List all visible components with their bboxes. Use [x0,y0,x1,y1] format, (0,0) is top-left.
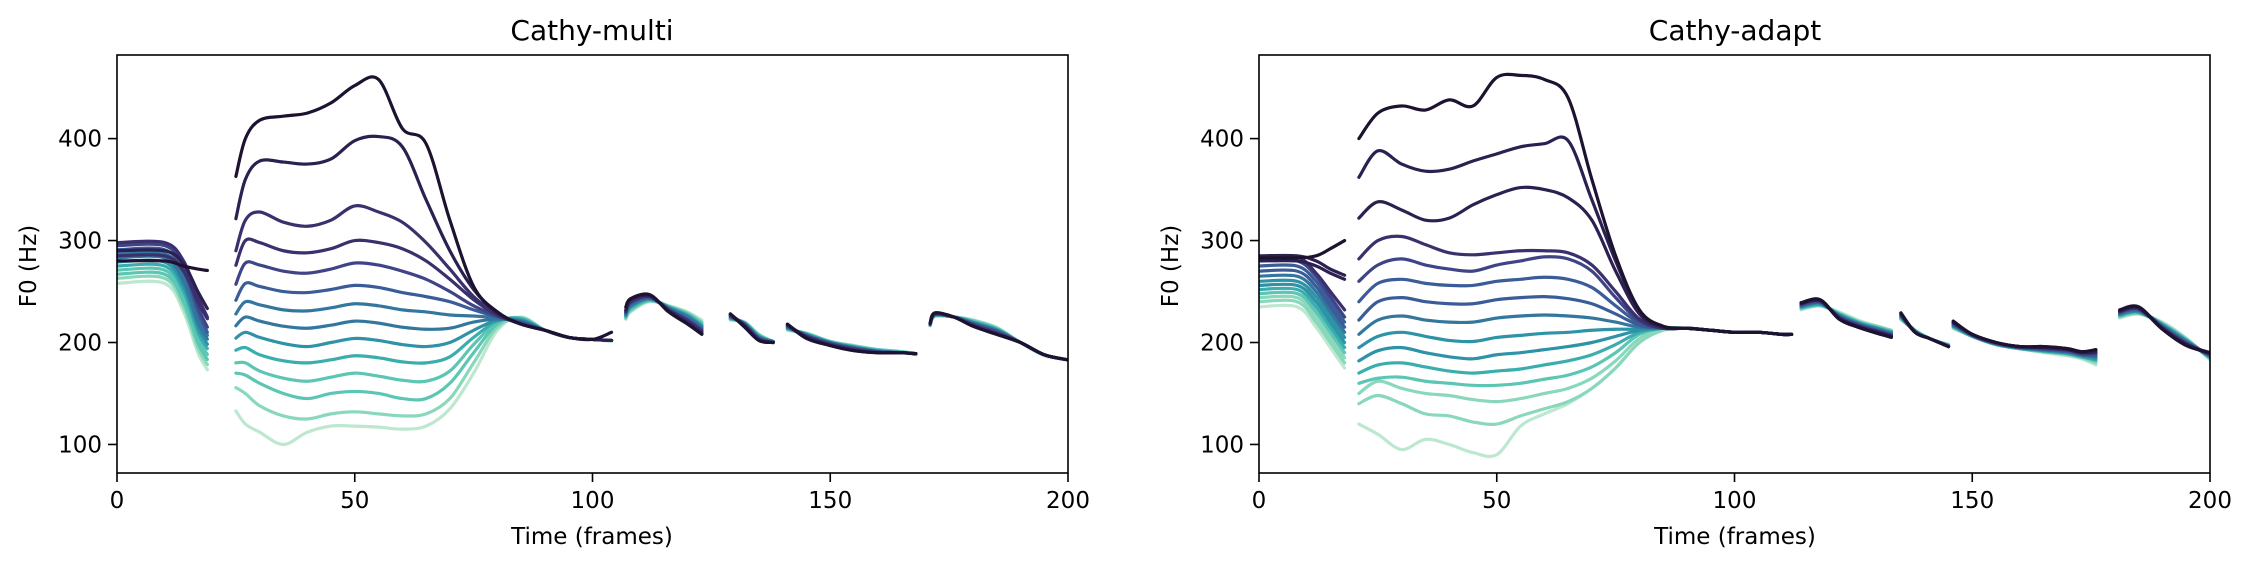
x-tick-label: 0 [110,488,125,514]
f0-contour-line [1357,135,1794,337]
f0-contour-line [117,258,209,273]
f0-contour-line [1357,326,1794,404]
x-tick-label: 50 [1482,488,1511,514]
chart-panel-cathy-multi: Cathy-multi Time (frames) F0 (Hz) 0 50 100… [16,14,1090,550]
x-tick-label: 200 [1046,488,1090,514]
f0-contour-line [117,262,209,351]
f0-contour-line [624,292,704,336]
f0-contour-line [928,312,1068,362]
f0-contour-line [1951,319,2098,354]
chart-title: Cathy-adapt [1649,14,1821,47]
f0-contour-line [928,311,1068,362]
f0-contour-line [2118,311,2210,360]
f0-contour-line [928,312,1068,362]
f0-contour-line [2118,311,2210,361]
f0-contour-line [1259,286,1347,350]
f0-contour-line [1259,263,1347,324]
f0-contour-line [928,313,1068,362]
f0-contour-line [117,248,209,311]
f0-contour-line [117,279,209,372]
f0-contour-line [234,315,614,343]
f0-contour-line [1259,268,1347,329]
f0-contour-line [1357,275,1794,337]
f0-contour-line [234,316,614,365]
x-tick-label: 150 [808,488,852,514]
f0-contour-line [1259,303,1347,370]
y-axis-label: F0 (Hz) [1158,225,1184,308]
f0-contour-line [928,313,1068,362]
f0-contour-line [117,266,209,356]
f0-contour-line [1259,253,1347,277]
f0-contour-line [1259,258,1347,281]
f0-contour-line [1259,273,1347,334]
x-tick-label: 100 [1713,488,1757,514]
f0-contour-line [117,274,209,367]
chart-title: Cathy-multi [510,14,673,47]
y-tick-label: 200 [1200,331,1244,357]
f0-contour-line [2118,304,2210,355]
f0-contour-line [117,253,209,321]
f0-contour-line [234,75,614,342]
f0-contour-line [1259,298,1347,365]
f0-contour-line [928,312,1068,362]
y-tick-label: 100 [1200,432,1244,458]
f0-contour-line [117,239,209,319]
y-tick-label: 400 [1200,127,1244,153]
f0-contour-line [117,250,209,337]
y-tick-label: 100 [58,432,102,458]
f0-contour-line [117,270,209,362]
f0-contour-line [1357,326,1794,426]
f0-contour-line [1259,290,1347,355]
f0-contour-line [1357,72,1794,337]
f0-contour-line [928,313,1068,362]
f0-contour-line [1259,294,1347,360]
chart-panel-cathy-adapt: Cathy-adapt Time (frames) F0 (Hz) 0 50 100… [1158,14,2232,550]
f0-contour-line [1357,255,1794,337]
f0-contour-line [2118,312,2210,362]
f0-contour-line [928,313,1068,362]
plot-area [1259,72,2210,459]
y-tick-label: 300 [1200,229,1244,255]
y-tick-label: 300 [58,229,102,255]
x-tick-label: 150 [1950,488,1994,514]
y-tick-label: 400 [58,127,102,153]
f0-contour-line [785,322,918,356]
y-tick-label: 200 [58,331,102,357]
f0-contour-line [1259,278,1347,339]
x-tick-label: 200 [2188,488,2232,514]
f0-contour-line [1259,238,1347,260]
x-axis-label: Time (frames) [510,524,673,550]
x-tick-label: 0 [1252,488,1267,514]
axes-frame [1258,54,2211,474]
f0-contour-line [1899,311,1951,349]
x-axis-label: Time (frames) [1653,524,1816,550]
f0-contour-line [2118,312,2210,361]
x-tick-label: 100 [571,488,615,514]
y-axis-label: F0 (Hz) [16,225,42,308]
x-tick-label: 50 [340,488,369,514]
f0-contour-line [1259,282,1347,345]
f0-contour-line [928,312,1068,362]
f0-contour-line [234,237,614,343]
f0-contour-line [1799,297,1894,339]
f0-contour-line [728,312,775,345]
plot-area [117,75,1068,447]
